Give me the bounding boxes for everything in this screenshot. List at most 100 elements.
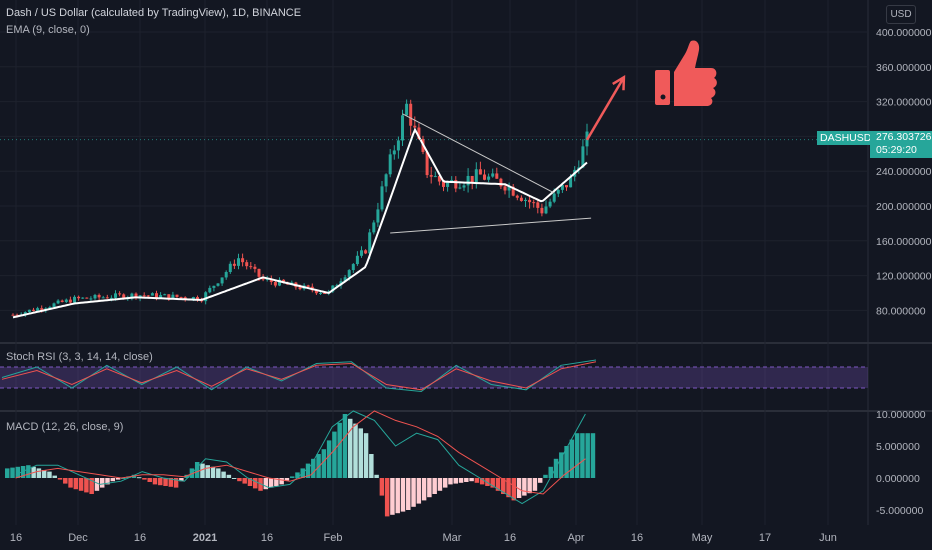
candle-up	[355, 255, 359, 265]
macd-histogram-bar	[5, 468, 10, 478]
macd-histogram-bar	[84, 478, 89, 493]
candle-down	[429, 175, 433, 177]
macd-histogram-bar	[442, 478, 448, 488]
macd-histogram-bar	[469, 478, 474, 482]
candle-up	[548, 201, 552, 207]
candle-up	[93, 294, 97, 299]
candle-down	[519, 197, 523, 201]
candle-down	[536, 202, 540, 208]
macd-tick-label: 5.000000	[876, 441, 920, 453]
legend-ema: EMA (9, close, 0)	[6, 24, 90, 36]
candle-down	[85, 297, 89, 299]
candle-down	[437, 176, 441, 182]
candle-up	[237, 258, 240, 266]
macd-histogram-bar	[311, 458, 316, 478]
candle-up	[278, 279, 281, 286]
candle-down	[314, 290, 318, 294]
macd-histogram-bar	[585, 433, 590, 478]
macd-histogram-bar	[532, 478, 538, 491]
candle-up	[52, 303, 56, 308]
macd-histogram-bar	[52, 475, 57, 478]
candle-up	[48, 307, 52, 309]
thumb-hand	[674, 40, 717, 106]
candle-down	[478, 169, 482, 175]
macd-histogram-bar	[237, 478, 242, 482]
candle-down	[40, 308, 44, 310]
candle-down	[167, 294, 171, 299]
ema-line	[12, 127, 588, 319]
candle-up	[36, 308, 40, 311]
macd-histogram-bar	[173, 478, 179, 488]
candle-up	[159, 295, 163, 298]
candle-up	[64, 299, 68, 302]
macd-histogram-bar	[406, 478, 411, 510]
macd-histogram-bar	[226, 474, 232, 478]
candle-down	[146, 295, 150, 297]
candle-up	[343, 277, 347, 282]
candle-down	[298, 287, 302, 290]
candle-down	[179, 296, 183, 298]
candle-up	[73, 296, 76, 303]
macd-histogram-bar	[543, 474, 548, 478]
candle-down	[118, 293, 122, 295]
macd-histogram-bar	[147, 478, 152, 482]
legend-title: Dash / US Dollar (calculated by TradingV…	[6, 7, 302, 19]
candle-up	[560, 185, 564, 190]
candle-down	[196, 297, 199, 301]
macd-histogram-bar	[437, 478, 443, 491]
macd-tick-label: -5.000000	[876, 505, 923, 517]
candle-up	[384, 174, 388, 187]
candle-up	[388, 154, 392, 175]
macd-histogram-bar	[506, 478, 511, 498]
candle-down	[105, 297, 109, 299]
candle-up	[405, 103, 409, 116]
macd-histogram-bar	[158, 478, 163, 486]
macd-histogram-bar	[242, 478, 247, 484]
candle-down	[413, 125, 417, 128]
macd-histogram-bar	[10, 467, 15, 478]
candle-up	[89, 298, 93, 300]
arrow-icon[interactable]	[585, 76, 625, 141]
candle-down	[495, 173, 499, 179]
candle-down	[68, 299, 72, 303]
candle-down	[503, 186, 507, 191]
price-tick-label: 160.000000	[876, 236, 932, 248]
macd-histogram-bar	[448, 478, 453, 485]
trendline[interactable]	[390, 217, 592, 234]
candle-down	[253, 266, 257, 269]
candle-up	[392, 150, 396, 155]
time-tick-label: Dec	[68, 532, 88, 544]
candle-down	[32, 309, 35, 311]
legend-stoch-rsi: Stoch RSI (3, 3, 14, 14, close)	[6, 351, 153, 363]
time-tick-label: Feb	[324, 532, 343, 544]
macd-histogram-bar	[305, 463, 311, 478]
candle-up	[524, 199, 527, 201]
currency-button[interactable]: USD	[886, 5, 916, 24]
macd-histogram-bar	[184, 474, 189, 478]
candle-up	[376, 209, 380, 223]
macd-histogram-bar	[247, 478, 253, 486]
macd-histogram-bar	[36, 468, 42, 478]
candle-up	[114, 293, 117, 298]
macd-histogram-bar	[432, 478, 437, 494]
macd-histogram-bar	[105, 478, 110, 485]
macd-histogram-bar	[142, 478, 147, 480]
macd-histogram-bar	[464, 478, 469, 482]
candle-down	[142, 295, 146, 297]
trendline[interactable]	[402, 113, 555, 194]
macd-histogram-bar	[121, 478, 126, 479]
macd-histogram-bar	[168, 478, 174, 487]
price-tick-label: 320.000000	[876, 97, 932, 109]
price-tick-label: 80.000000	[876, 305, 926, 317]
candle-up	[265, 278, 269, 280]
price-tick-label: 120.000000	[876, 271, 932, 283]
candle-down	[241, 258, 245, 263]
candle-up	[208, 287, 212, 293]
price-tick-label: 200.000000	[876, 201, 932, 213]
candle-up	[171, 294, 175, 299]
candle-down	[511, 186, 515, 196]
macd-histogram-bar	[115, 478, 121, 480]
candle-up	[331, 285, 335, 292]
candle-up	[507, 186, 511, 191]
